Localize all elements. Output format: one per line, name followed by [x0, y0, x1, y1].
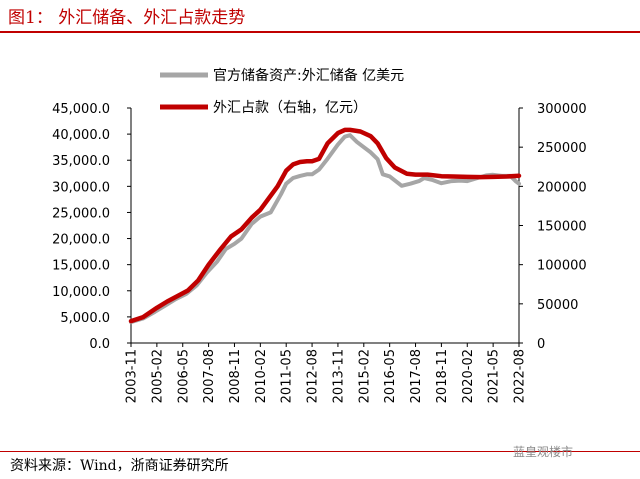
watermark: 蓝皇观楼市: [513, 445, 574, 459]
series-line-funds: [128, 127, 522, 324]
x-tick-label: 2006-05: [176, 349, 191, 403]
left-tick-label: 40,000.0: [52, 128, 110, 143]
x-tick-label: 2013-11: [331, 349, 346, 403]
x-tick-label: 2018-11: [435, 349, 450, 403]
x-tick-label: 2011-05: [280, 349, 295, 403]
legend: 官方储备资产:外汇储备 亿美元 外汇占款（右轴，亿元）: [160, 67, 404, 116]
axes: [130, 108, 520, 344]
x-tick-label: 2017-08: [409, 349, 424, 403]
right-axis-ticks: 0 50000 100000 150000 200000 250000 300000: [519, 102, 587, 352]
left-tick-label: 35,000.0: [52, 154, 110, 169]
x-tick-label: 2007-08: [202, 349, 217, 403]
right-tick-label: 250000: [537, 141, 587, 156]
left-tick-label: 5,000.0: [60, 311, 110, 326]
x-tick-label: 2021-05: [487, 349, 502, 403]
left-tick-label: 45,000.0: [52, 102, 110, 117]
left-tick-label: 15,000.0: [52, 259, 110, 274]
left-tick-label: 10,000.0: [52, 285, 110, 300]
source-divider: [0, 451, 640, 452]
left-tick-label: 25,000.0: [52, 206, 110, 221]
x-tick-label: 2005-02: [150, 349, 165, 403]
x-tick-label: 2003-11: [125, 349, 140, 403]
x-tick-label: 2022-08: [513, 349, 528, 403]
legend-label-funds: 外汇占款（右轴，亿元）: [213, 100, 367, 116]
right-tick-label: 50000: [537, 298, 578, 313]
left-tick-label: 20,000.0: [52, 233, 110, 248]
figure-title: 图1： 外汇储备、外汇占款走势: [8, 8, 246, 28]
left-tick-label: 0.0: [89, 337, 110, 352]
right-tick-label: 200000: [537, 180, 587, 195]
x-tick-label: 2016-05: [383, 349, 398, 403]
x-tick-label: 2012-08: [306, 349, 321, 403]
series-line-reserves: [129, 133, 521, 325]
right-tick-label: 300000: [537, 102, 587, 117]
left-tick-label: 30,000.0: [52, 180, 110, 195]
chart-area: 0.0 5,000.0 10,000.0 15,000.0 20,000.0 25,000…: [52, 67, 587, 403]
left-axis-ticks: 0.0 5,000.0 10,000.0 15,000.0 20,000.0 25,000…: [52, 102, 131, 352]
right-tick-label: 100000: [537, 259, 587, 274]
x-tick-label: 2015-02: [357, 349, 372, 403]
right-tick-label: 150000: [537, 220, 587, 235]
source-note: 资料来源：Wind，浙商证券研究所: [10, 458, 229, 474]
x-tick-label: 2010-02: [254, 349, 269, 403]
x-tick-label: 2008-11: [228, 349, 243, 403]
x-tick-label: 2020-02: [461, 349, 476, 403]
title-divider: [0, 31, 640, 33]
legend-label-reserves: 官方储备资产:外汇储备 亿美元: [213, 67, 404, 84]
x-axis-ticks: 2003-11 2005-02 2006-05 2007-08 2008-11 2010-…: [125, 343, 528, 403]
series-layer: [128, 127, 522, 325]
right-tick-label: 0: [537, 337, 545, 352]
